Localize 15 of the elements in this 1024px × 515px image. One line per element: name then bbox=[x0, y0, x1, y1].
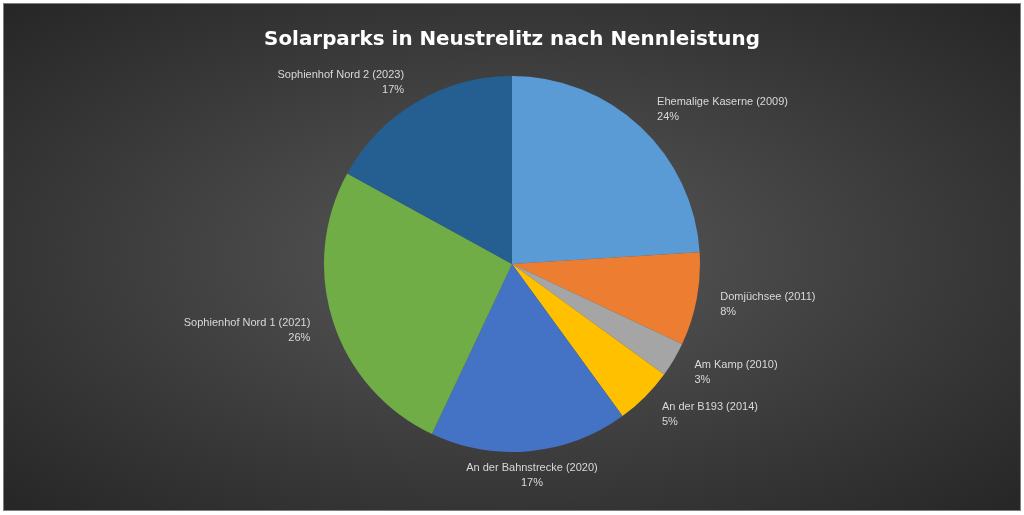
slice-label: Sophienhof Nord 1 (2021) bbox=[183, 315, 311, 328]
data-label: 26% bbox=[288, 330, 311, 343]
slice-label: Sophienhof Nord 2 (2023) bbox=[277, 67, 405, 80]
data-label: 5% bbox=[661, 414, 679, 427]
data-label: 8% bbox=[720, 304, 737, 317]
data-label: 24% bbox=[657, 110, 680, 123]
slice-label: An der Bahnstrecke (2020) bbox=[466, 461, 598, 474]
slice-label: Ehemalige Kaserne (2009) bbox=[657, 95, 788, 108]
data-label: 3% bbox=[694, 372, 711, 385]
slice-label: Am Kamp (2010) bbox=[694, 357, 778, 370]
slice-label: An der B193 (2014) bbox=[661, 399, 758, 412]
data-label: 17% bbox=[382, 82, 405, 95]
chart-title: Solarparks in Neustrelitz nach Nennleistung bbox=[264, 26, 760, 51]
data-label: 17% bbox=[520, 476, 544, 489]
slice-label: Domjüchsee (2011) bbox=[720, 289, 816, 302]
